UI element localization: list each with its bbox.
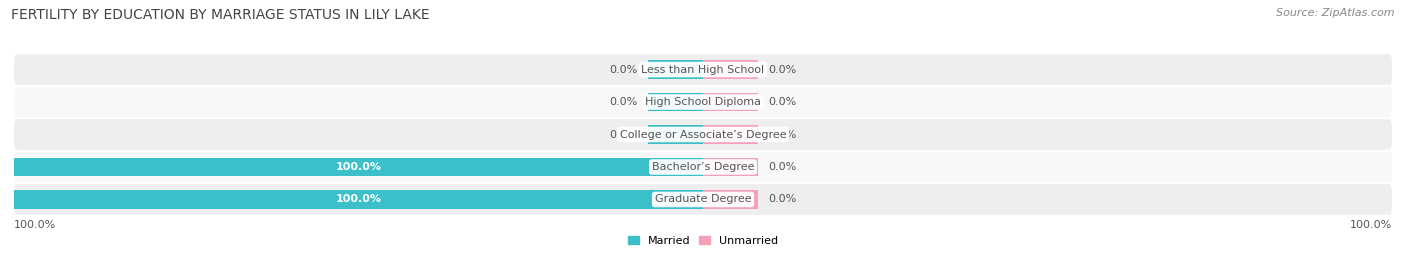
FancyBboxPatch shape <box>14 54 1392 85</box>
Text: FERTILITY BY EDUCATION BY MARRIAGE STATUS IN LILY LAKE: FERTILITY BY EDUCATION BY MARRIAGE STATU… <box>11 8 430 22</box>
FancyBboxPatch shape <box>14 87 1392 117</box>
Bar <box>703 190 758 209</box>
Text: 0.0%: 0.0% <box>769 65 797 75</box>
Text: 0.0%: 0.0% <box>769 97 797 107</box>
Text: 0.0%: 0.0% <box>609 65 637 75</box>
Bar <box>703 125 758 144</box>
Bar <box>648 125 703 144</box>
Legend: Married, Unmarried: Married, Unmarried <box>627 236 779 246</box>
Text: College or Associate’s Degree: College or Associate’s Degree <box>620 129 786 140</box>
Bar <box>14 190 703 209</box>
Bar <box>648 60 703 79</box>
Text: Source: ZipAtlas.com: Source: ZipAtlas.com <box>1277 8 1395 18</box>
Text: 100.0%: 100.0% <box>336 162 381 172</box>
Text: 0.0%: 0.0% <box>769 194 797 204</box>
Text: High School Diploma: High School Diploma <box>645 97 761 107</box>
Text: 100.0%: 100.0% <box>14 220 56 230</box>
Text: 0.0%: 0.0% <box>609 97 637 107</box>
Bar <box>703 158 758 176</box>
FancyBboxPatch shape <box>14 152 1392 182</box>
Text: Graduate Degree: Graduate Degree <box>655 194 751 204</box>
Bar <box>703 60 758 79</box>
Text: 100.0%: 100.0% <box>336 194 381 204</box>
Text: Bachelor’s Degree: Bachelor’s Degree <box>652 162 754 172</box>
FancyBboxPatch shape <box>14 119 1392 150</box>
Text: 100.0%: 100.0% <box>1350 220 1392 230</box>
Bar <box>703 93 758 111</box>
Bar <box>648 93 703 111</box>
FancyBboxPatch shape <box>14 184 1392 215</box>
Text: 0.0%: 0.0% <box>769 162 797 172</box>
Text: 0.0%: 0.0% <box>769 129 797 140</box>
Bar <box>14 158 703 176</box>
Text: Less than High School: Less than High School <box>641 65 765 75</box>
Text: 0.0%: 0.0% <box>609 129 637 140</box>
